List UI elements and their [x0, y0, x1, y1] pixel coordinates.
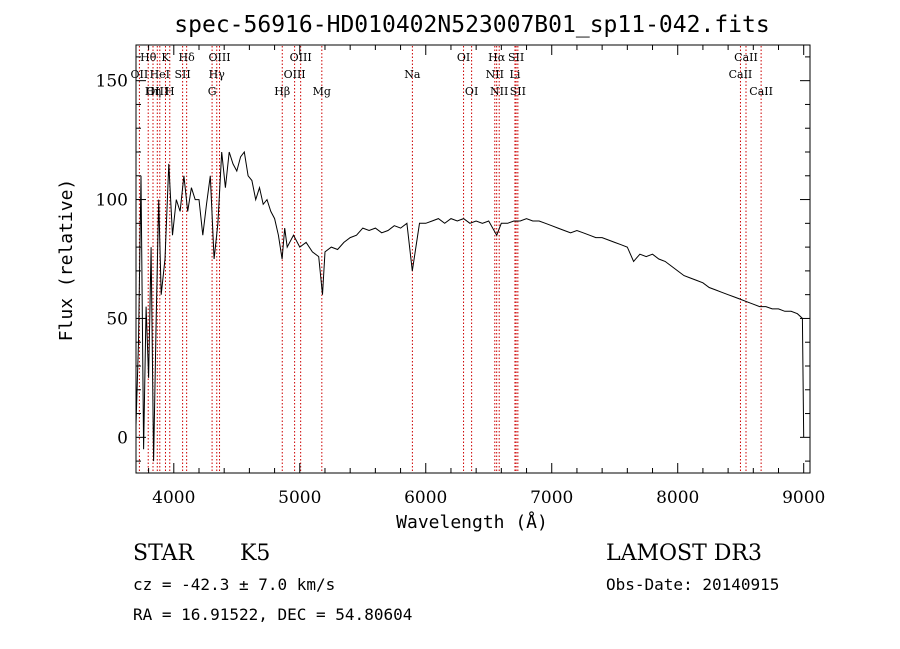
- x-tick-label: 8000: [656, 488, 699, 508]
- spectral-line-label: OIII: [290, 51, 312, 64]
- spectral-line-label: OII: [131, 68, 149, 81]
- survey-name: LAMOST DR3: [606, 541, 762, 566]
- obs-date-text: Obs-Date: 20140915: [606, 575, 779, 594]
- spectral-line-label: NII: [486, 68, 504, 81]
- spectral-line-label: SII: [508, 51, 524, 64]
- spectral-line-label: NII: [490, 85, 508, 98]
- redshift-text: cz = -42.3 ± 7.0 km/s: [133, 575, 335, 594]
- spectral-line-label: Na: [404, 68, 421, 81]
- x-axis-label: Wavelength (Å): [396, 511, 548, 533]
- y-axis-ticks: 0 50 100 150: [96, 56, 810, 462]
- y-tick-label: 50: [106, 309, 128, 329]
- x-tick-label: 9000: [782, 488, 825, 508]
- y-tick-label: 150: [96, 72, 128, 92]
- spectral-line-label: OI: [457, 51, 470, 64]
- spectral-line-label: OIII: [208, 51, 230, 64]
- object-class: STAR: [133, 541, 195, 566]
- x-tick-label: 5000: [278, 488, 321, 508]
- spectral-line-label: SII: [174, 68, 190, 81]
- spectral-line-markers: [138, 46, 762, 472]
- spectral-line-label: CaII: [749, 85, 773, 98]
- spectral-line-label: CaII: [729, 68, 753, 81]
- spectral-line-label: Hβ: [274, 85, 290, 98]
- x-axis-ticks: 4000 5000 6000 7000 8000 9000: [148, 45, 825, 508]
- plot-frame: [135, 44, 811, 474]
- x-tick-label: 4000: [152, 488, 195, 508]
- spectral-line-label: HeI: [150, 68, 170, 81]
- spectral-line-label: Hα: [488, 51, 506, 64]
- spectral-line-label: SII: [510, 85, 526, 98]
- x-tick-label: 7000: [530, 488, 573, 508]
- chart-title: spec-56916-HD010402N523007B01_sp11-042.f…: [174, 12, 769, 38]
- spectral-line-label: H: [165, 85, 175, 98]
- spectral-line-label: OIII: [284, 68, 306, 81]
- spectral-line-label: CaII: [734, 51, 758, 64]
- spectral-line-label: Hδ: [179, 51, 196, 64]
- spectral-line-label: Mg: [313, 85, 331, 98]
- spectral-line-label: Hθ: [140, 51, 157, 64]
- x-tick-label: 6000: [404, 488, 447, 508]
- y-tick-label: 100: [96, 191, 128, 211]
- spectral-line-label: Li: [510, 68, 521, 81]
- y-axis-label: Flux (relative): [56, 179, 77, 342]
- spectral-line-label: Hη: [145, 85, 161, 98]
- spectral-line-label: G: [208, 85, 217, 98]
- spectral-line-label: Hγ: [209, 68, 226, 81]
- spectral-line-label: OIII: [146, 85, 168, 98]
- y-tick-label: 0: [117, 428, 128, 448]
- spectral-line-label: OI: [465, 85, 478, 98]
- object-subclass: K5: [240, 541, 270, 566]
- spectral-line-label: K: [161, 51, 170, 64]
- spectral-line-labels: OII Hθ OIII HeI Hη K H SII Hδ G Hγ OIII Hβ OIII OIII Mg…: [131, 51, 773, 98]
- coords-text: RA = 16.91522, DEC = 54.80604: [133, 605, 412, 624]
- spectrum-line: [135, 150, 805, 462]
